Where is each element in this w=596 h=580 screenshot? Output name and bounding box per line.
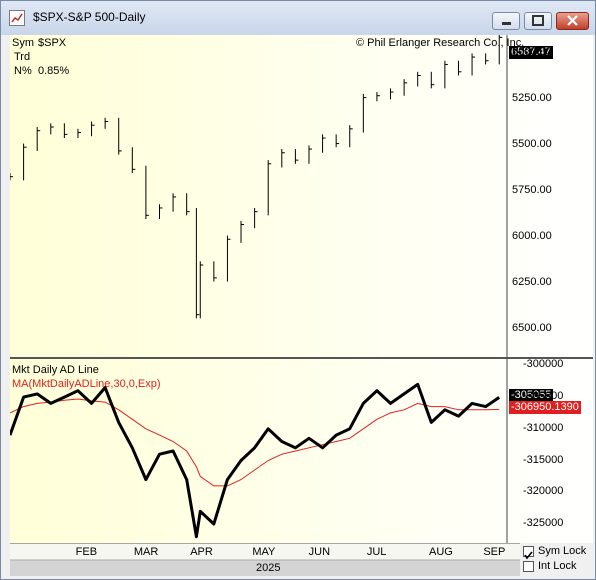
month-label: APR (190, 546, 213, 558)
month-label: JUN (308, 546, 331, 558)
close-icon (567, 15, 578, 26)
month-label: JUL (366, 546, 387, 558)
chart-app-icon (9, 10, 25, 26)
ad-y-tick-label: -325000 (523, 516, 564, 529)
panel-divider[interactable] (10, 357, 593, 359)
year-label: 2025 (256, 562, 281, 574)
trd-key: Trd (14, 51, 31, 63)
price-y-tick-label: 5000.00 (512, 46, 552, 59)
close-button[interactable] (556, 12, 589, 30)
ma-legend-label: MA(MktDailyADLine,30,0,Exp) (12, 378, 161, 390)
checkmark-icon (524, 551, 533, 560)
month-label: FEB (75, 546, 98, 558)
ad-y-tick-label: -310000 (523, 421, 564, 434)
window-title: $SPX-S&P 500-Daily (33, 10, 146, 24)
maximize-icon (532, 15, 544, 26)
price-plot-background (10, 35, 593, 357)
int-lock-label: Int Lock (538, 560, 577, 572)
title-bar[interactable]: $SPX-S&P 500-Daily (1, 1, 595, 35)
ad-line-panel[interactable]: Mkt Daily AD Line MA(MktDailyADLine,30,0… (8, 358, 593, 543)
ad-y-tick-label: -300000 (523, 358, 564, 371)
ma-last-value-label: -306950.1390 (509, 401, 581, 414)
price-y-tick-label: 5250.00 (512, 92, 552, 105)
sym-value: $SPX (38, 37, 67, 49)
int-lock-checkbox[interactable] (523, 561, 534, 572)
ad-y-tick-label: -305000 (523, 390, 564, 403)
ad-panel-title: Mkt Daily AD Line (12, 364, 99, 376)
n-percent-key: N% (14, 65, 32, 77)
price-y-tick-label: 5500.00 (512, 138, 552, 151)
sym-key: Sym (12, 37, 34, 49)
price-panel[interactable]: Sym $SPX Trd N% 0.85% © Phil Erlanger Re… (9, 33, 593, 357)
minimize-button[interactable] (492, 12, 520, 30)
date-axis[interactable]: FEB MAR APR MAY JUN JUL AUG SEP 2025 (10, 543, 593, 577)
ad-y-tick-label: -315000 (523, 453, 564, 466)
ad-line-chart[interactable] (8, 359, 593, 543)
copyright-text: © Phil Erlanger Research Co., Inc. (356, 37, 525, 49)
lock-panel: Sym Lock Int Lock (521, 543, 595, 577)
ad-series-line (8, 382, 501, 539)
price-last-value-label: 6587.47 (509, 46, 553, 59)
price-y-tick-label: 6250.00 (512, 276, 552, 289)
month-label: AUG (428, 546, 453, 558)
minimize-icon (502, 22, 511, 25)
price-y-tick-label: 6000.00 (512, 230, 552, 243)
ad-last-value-label: -305055 (509, 389, 554, 402)
price-chart[interactable] (9, 33, 593, 357)
price-y-tick-label: 6500.00 (512, 322, 552, 335)
sym-lock-label: Sym Lock (538, 545, 587, 557)
n-percent-value: 0.85% (38, 65, 70, 77)
month-label: MAR (133, 546, 159, 558)
maximize-button[interactable] (524, 12, 552, 30)
sym-lock-checkbox[interactable] (523, 546, 534, 560)
month-label: SEP (483, 546, 506, 558)
ad-y-tick-label: -320000 (523, 485, 564, 498)
price-y-tick-label: 5750.00 (512, 184, 552, 197)
month-label: MAY (252, 546, 276, 558)
